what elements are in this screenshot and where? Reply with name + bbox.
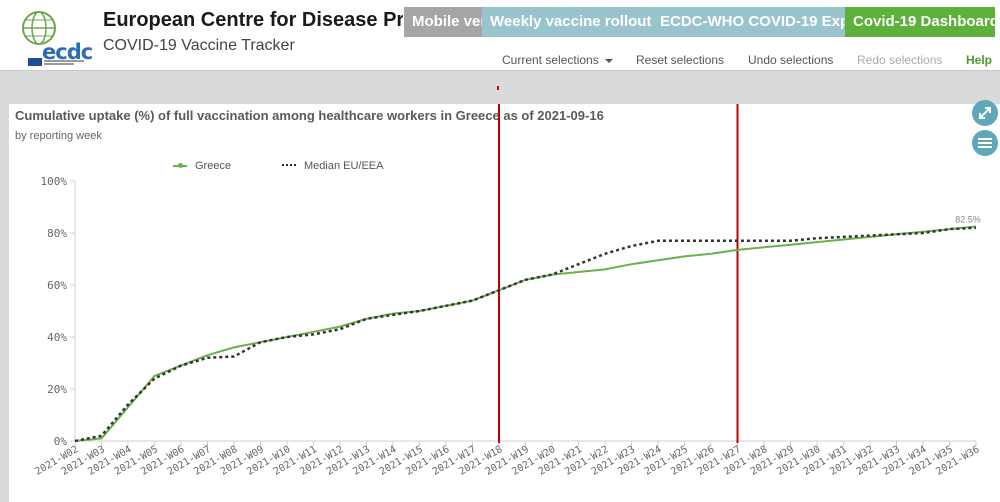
undo-selections-button[interactable]: Undo selections <box>748 53 834 67</box>
legend-label-greece: Greece <box>195 160 232 172</box>
ecdc-logo: ecdc <box>12 6 93 68</box>
header-divider <box>0 70 1000 71</box>
y-tick-label: 80% <box>47 227 67 240</box>
y-tick-label: 0% <box>54 435 68 448</box>
logo-text: ecdc <box>42 40 93 64</box>
caret-down-icon <box>604 58 613 63</box>
chart-subtitle: by reporting week <box>15 130 102 142</box>
tab-ecdc-who-explorer[interactable]: ECDC-WHO COVID-19 Explorer <box>652 7 848 37</box>
redo-selections-button[interactable]: Redo selections <box>857 53 943 67</box>
series-line-greece <box>74 225 977 442</box>
globe-icon <box>22 11 84 66</box>
current-selections-menu[interactable]: Current selections <box>502 53 613 71</box>
y-tick-label: 60% <box>47 279 67 292</box>
expand-arrows-icon <box>979 107 991 119</box>
chart-panel: Cumulative uptake (%) of full vaccinatio… <box>9 104 1000 502</box>
y-tick-label: 40% <box>47 331 67 344</box>
legend-item-greece[interactable]: Greece <box>173 160 231 172</box>
tab-mobile-version[interactable]: Mobile version <box>404 7 484 37</box>
site-title: European Centre for Disease Prevention a… <box>103 9 403 31</box>
tab-covid-dashboard[interactable]: Covid-19 Dashboard <box>845 7 995 37</box>
app-subtitle: COVID-19 Vaccine Tracker <box>103 37 295 54</box>
marker-tick <box>497 86 499 90</box>
chart-title: Cumulative uptake (%) of full vaccinatio… <box>15 108 604 123</box>
expand-button[interactable] <box>972 100 998 126</box>
legend-item-median[interactable]: Median EU/EEA <box>282 160 383 172</box>
legend-label-median: Median EU/EEA <box>304 160 384 172</box>
chart-menu-button[interactable] <box>972 130 998 156</box>
current-selections-label: Current selections <box>502 53 599 67</box>
y-tick-label: 100% <box>41 175 68 188</box>
series-line-median <box>74 226 977 443</box>
legend-swatch-greece <box>173 163 187 169</box>
y-tick-label: 20% <box>47 383 67 396</box>
legend-swatch-median <box>282 164 296 168</box>
reset-selections-button[interactable]: Reset selections <box>636 53 725 67</box>
tab-weekly-rollout-report[interactable]: Weekly vaccine rollout report <box>482 7 655 37</box>
app-header: ecdc European Centre for Disease Prevent… <box>0 0 1000 70</box>
hamburger-menu-icon <box>978 138 992 148</box>
data-label-last-value: 82.5% <box>955 215 981 225</box>
line-chart: 0%20%40%60%80%100%2021-W022021-W032021-W… <box>33 104 982 478</box>
help-button[interactable]: Help <box>966 53 993 67</box>
